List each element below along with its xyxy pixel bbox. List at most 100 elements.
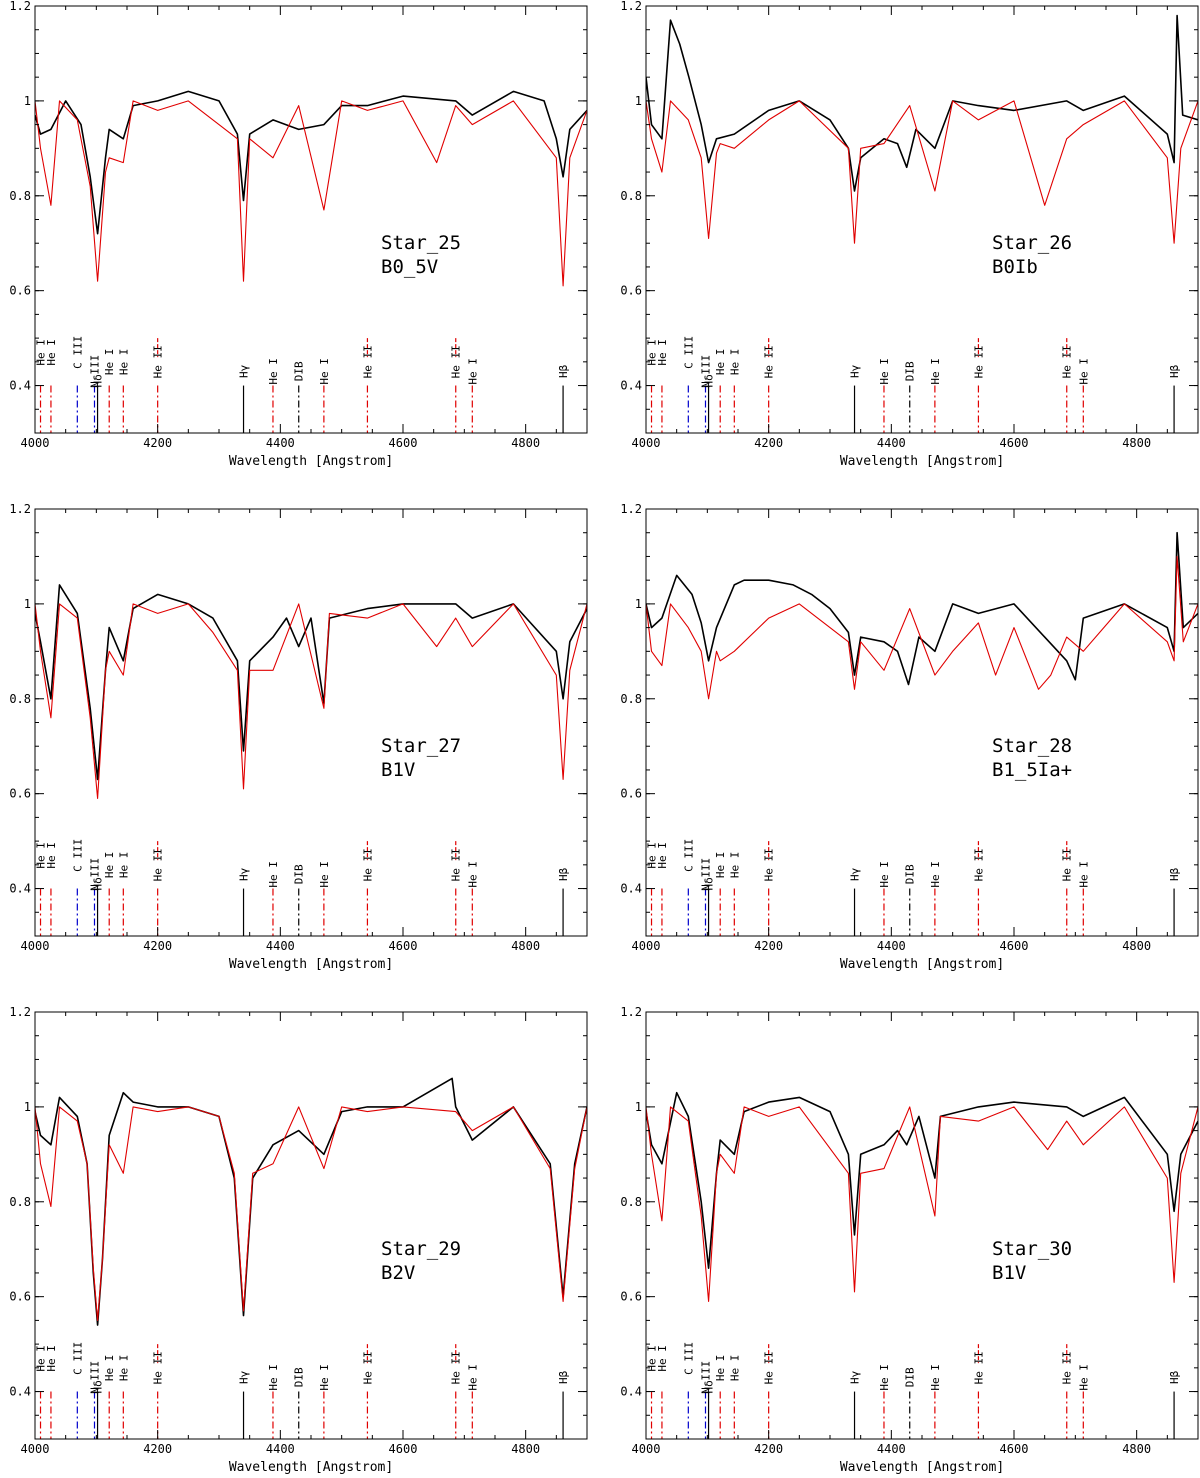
x-tick-label: 4200	[143, 1442, 172, 1456]
x-tick-label: 4600	[1000, 939, 1029, 953]
line-marker-label: He I	[714, 349, 727, 376]
y-tick-label: 1.2	[620, 502, 642, 516]
line-marker-label: He I	[1077, 1364, 1090, 1391]
x-tick-label: 4200	[143, 436, 172, 450]
line-marker-label: Hδ	[92, 877, 105, 890]
spectral-type: B1V	[992, 1262, 1026, 1284]
line-marker-label: N III	[699, 355, 712, 388]
line-marker-label: He I	[466, 861, 479, 888]
x-tick-label: 4800	[511, 1442, 540, 1456]
x-tick-label: 4400	[877, 436, 906, 450]
series-model	[35, 1106, 587, 1321]
x-tick-label: 4600	[389, 436, 418, 450]
y-tick-label: 0.8	[9, 1195, 31, 1209]
series-observed	[646, 1091, 1198, 1269]
x-tick-label: 4200	[754, 436, 783, 450]
line-marker-label: He I	[466, 358, 479, 385]
x-tick-label: 4200	[143, 939, 172, 953]
line-marker-label: He II	[763, 848, 776, 881]
y-tick-label: 0.8	[9, 692, 31, 706]
y-tick-label: 0.6	[620, 284, 642, 298]
line-marker-label: He I	[1077, 861, 1090, 888]
line-marker-label: He I	[656, 339, 669, 366]
y-tick-label: 0.4	[620, 882, 642, 896]
x-tick-label: 4800	[1122, 939, 1151, 953]
y-tick-label: 0.4	[620, 1385, 642, 1399]
x-tick-label: 4400	[266, 436, 295, 450]
x-tick-label: 4400	[877, 1442, 906, 1456]
star-name: Star_27	[381, 735, 461, 757]
line-marker-label: He I	[646, 1345, 659, 1372]
y-tick-label: 0.8	[620, 189, 642, 203]
x-tick-label: 4000	[21, 436, 50, 450]
spectral-type: B1V	[381, 759, 415, 781]
y-tick-label: 1	[635, 1100, 642, 1114]
line-marker-label: He II	[152, 345, 165, 378]
line-marker-label: He I	[728, 1355, 741, 1382]
line-marker-label: Hβ	[1168, 364, 1181, 378]
line-marker-label: Hβ	[557, 867, 570, 881]
line-marker-label: He II	[361, 848, 374, 881]
y-tick-label: 1.2	[620, 0, 642, 13]
line-marker-label: He I	[267, 358, 280, 385]
x-tick-label: 4000	[21, 1442, 50, 1456]
line-marker-label: He II	[450, 848, 463, 881]
line-marker-label: He I	[35, 842, 48, 869]
spectral-type: B2V	[381, 1262, 415, 1284]
line-marker-label: Hγ	[238, 1370, 251, 1384]
line-marker-label: He I	[267, 1364, 280, 1391]
line-marker-label: He I	[728, 349, 741, 376]
line-marker-label: He I	[117, 349, 130, 376]
y-tick-label: 0.4	[620, 379, 642, 393]
y-tick-label: 0.6	[9, 787, 31, 801]
line-marker-label: He I	[878, 358, 891, 385]
series-model	[35, 603, 587, 799]
line-marker-label: Hβ	[1168, 1370, 1181, 1384]
x-axis-label: Wavelength [Angstrom]	[840, 957, 1004, 972]
spectral-type: B1_5Ia+	[992, 759, 1072, 781]
line-marker-label: He II	[972, 848, 985, 881]
line-marker-label: He I	[267, 861, 280, 888]
line-marker-label: He I	[656, 842, 669, 869]
x-tick-label: 4600	[389, 939, 418, 953]
x-tick-label: 4000	[632, 939, 661, 953]
line-marker-label: He I	[929, 358, 942, 385]
line-marker-label: He II	[763, 1351, 776, 1384]
x-tick-label: 4400	[877, 939, 906, 953]
x-tick-label: 4400	[266, 1442, 295, 1456]
line-marker-label: He II	[1061, 1351, 1074, 1384]
line-marker-label: C III	[71, 839, 84, 872]
x-tick-label: 4000	[632, 436, 661, 450]
x-axis-label: Wavelength [Angstrom]	[840, 1460, 1004, 1475]
line-marker-label: He I	[318, 1364, 331, 1391]
series-model	[646, 555, 1198, 700]
series-observed	[646, 14, 1198, 192]
line-marker-label: He I	[103, 852, 116, 879]
line-marker-label: Hγ	[849, 867, 862, 881]
line-marker-label: He I	[117, 852, 130, 879]
y-tick-label: 1.2	[9, 502, 31, 516]
line-marker-label: He II	[152, 1351, 165, 1384]
line-marker-label: He I	[929, 1364, 942, 1391]
series-observed	[35, 1077, 587, 1326]
line-marker-label: He II	[450, 345, 463, 378]
y-tick-label: 0.8	[620, 1195, 642, 1209]
line-marker-label: He I	[35, 339, 48, 366]
y-tick-label: 0.6	[9, 1290, 31, 1304]
line-marker-label: C III	[71, 336, 84, 369]
line-marker-label: He I	[103, 1355, 116, 1382]
y-tick-label: 1	[635, 94, 642, 108]
line-marker-label: C III	[71, 1342, 84, 1375]
line-marker-label: He II	[972, 1351, 985, 1384]
x-axis-label: Wavelength [Angstrom]	[229, 1460, 393, 1475]
line-marker-label: DIB	[904, 864, 917, 884]
line-marker-label: He I	[35, 1345, 48, 1372]
x-tick-label: 4000	[632, 1442, 661, 1456]
series-observed	[35, 90, 587, 235]
series-observed	[35, 584, 587, 781]
line-marker-label: Hδ	[703, 877, 716, 890]
